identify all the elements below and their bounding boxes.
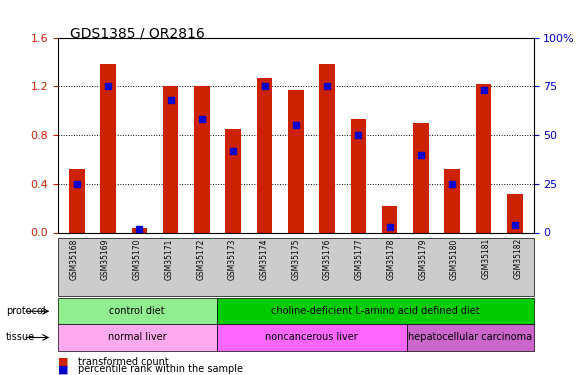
Text: GSM35174: GSM35174 bbox=[260, 238, 269, 280]
Text: choline-deficient L-amino acid defined diet: choline-deficient L-amino acid defined d… bbox=[271, 306, 480, 316]
Text: noncancerous liver: noncancerous liver bbox=[265, 333, 358, 342]
Bar bbox=[382, 206, 397, 232]
Text: GSM35177: GSM35177 bbox=[355, 238, 364, 280]
Text: GSM35178: GSM35178 bbox=[386, 238, 396, 279]
Bar bbox=[194, 86, 210, 232]
Text: GSM35173: GSM35173 bbox=[228, 238, 237, 280]
Text: protocol: protocol bbox=[6, 306, 45, 316]
Text: ■: ■ bbox=[58, 357, 68, 367]
Bar bbox=[257, 78, 273, 232]
Text: GSM35177: GSM35177 bbox=[355, 238, 364, 280]
Text: GSM35173: GSM35173 bbox=[228, 238, 237, 280]
Text: GSM35180: GSM35180 bbox=[450, 238, 459, 279]
Text: GSM35170: GSM35170 bbox=[133, 238, 142, 280]
Text: GSM35182: GSM35182 bbox=[513, 238, 522, 279]
Text: GSM35179: GSM35179 bbox=[418, 238, 427, 280]
Bar bbox=[132, 228, 147, 232]
Text: GSM35169: GSM35169 bbox=[101, 238, 110, 280]
Bar bbox=[288, 90, 303, 232]
Text: percentile rank within the sample: percentile rank within the sample bbox=[78, 364, 243, 374]
Text: ■: ■ bbox=[58, 364, 68, 374]
Text: GSM35181: GSM35181 bbox=[481, 238, 491, 279]
Bar bbox=[444, 169, 460, 232]
Text: GSM35172: GSM35172 bbox=[196, 238, 205, 279]
Bar bbox=[100, 64, 116, 232]
Text: GSM35176: GSM35176 bbox=[323, 238, 332, 280]
Bar bbox=[476, 84, 491, 232]
Text: GSM35178: GSM35178 bbox=[386, 238, 396, 279]
Bar bbox=[319, 64, 335, 232]
Text: control diet: control diet bbox=[110, 306, 165, 316]
Text: normal liver: normal liver bbox=[108, 333, 166, 342]
Text: GDS1385 / OR2816: GDS1385 / OR2816 bbox=[70, 26, 204, 40]
Text: GSM35181: GSM35181 bbox=[481, 238, 491, 279]
Text: GSM35175: GSM35175 bbox=[291, 238, 300, 280]
Text: GSM35168: GSM35168 bbox=[70, 238, 78, 279]
Text: GSM35175: GSM35175 bbox=[291, 238, 300, 280]
Text: transformed count: transformed count bbox=[78, 357, 169, 367]
Text: GSM35168: GSM35168 bbox=[70, 238, 78, 279]
Text: GSM35182: GSM35182 bbox=[513, 238, 522, 279]
Text: GSM35180: GSM35180 bbox=[450, 238, 459, 279]
Text: GSM35172: GSM35172 bbox=[196, 238, 205, 279]
Bar bbox=[163, 86, 179, 232]
Text: GSM35176: GSM35176 bbox=[323, 238, 332, 280]
Text: GSM35171: GSM35171 bbox=[165, 238, 173, 279]
Text: GSM35169: GSM35169 bbox=[101, 238, 110, 280]
Bar bbox=[69, 169, 85, 232]
Text: hepatocellular carcinoma: hepatocellular carcinoma bbox=[408, 333, 532, 342]
Text: GSM35171: GSM35171 bbox=[165, 238, 173, 279]
Text: GSM35179: GSM35179 bbox=[418, 238, 427, 280]
Bar bbox=[507, 194, 523, 232]
Text: tissue: tissue bbox=[6, 333, 35, 342]
Text: GSM35170: GSM35170 bbox=[133, 238, 142, 280]
Bar bbox=[350, 119, 366, 232]
Bar bbox=[226, 129, 241, 232]
Text: GSM35174: GSM35174 bbox=[260, 238, 269, 280]
Bar bbox=[413, 123, 429, 232]
